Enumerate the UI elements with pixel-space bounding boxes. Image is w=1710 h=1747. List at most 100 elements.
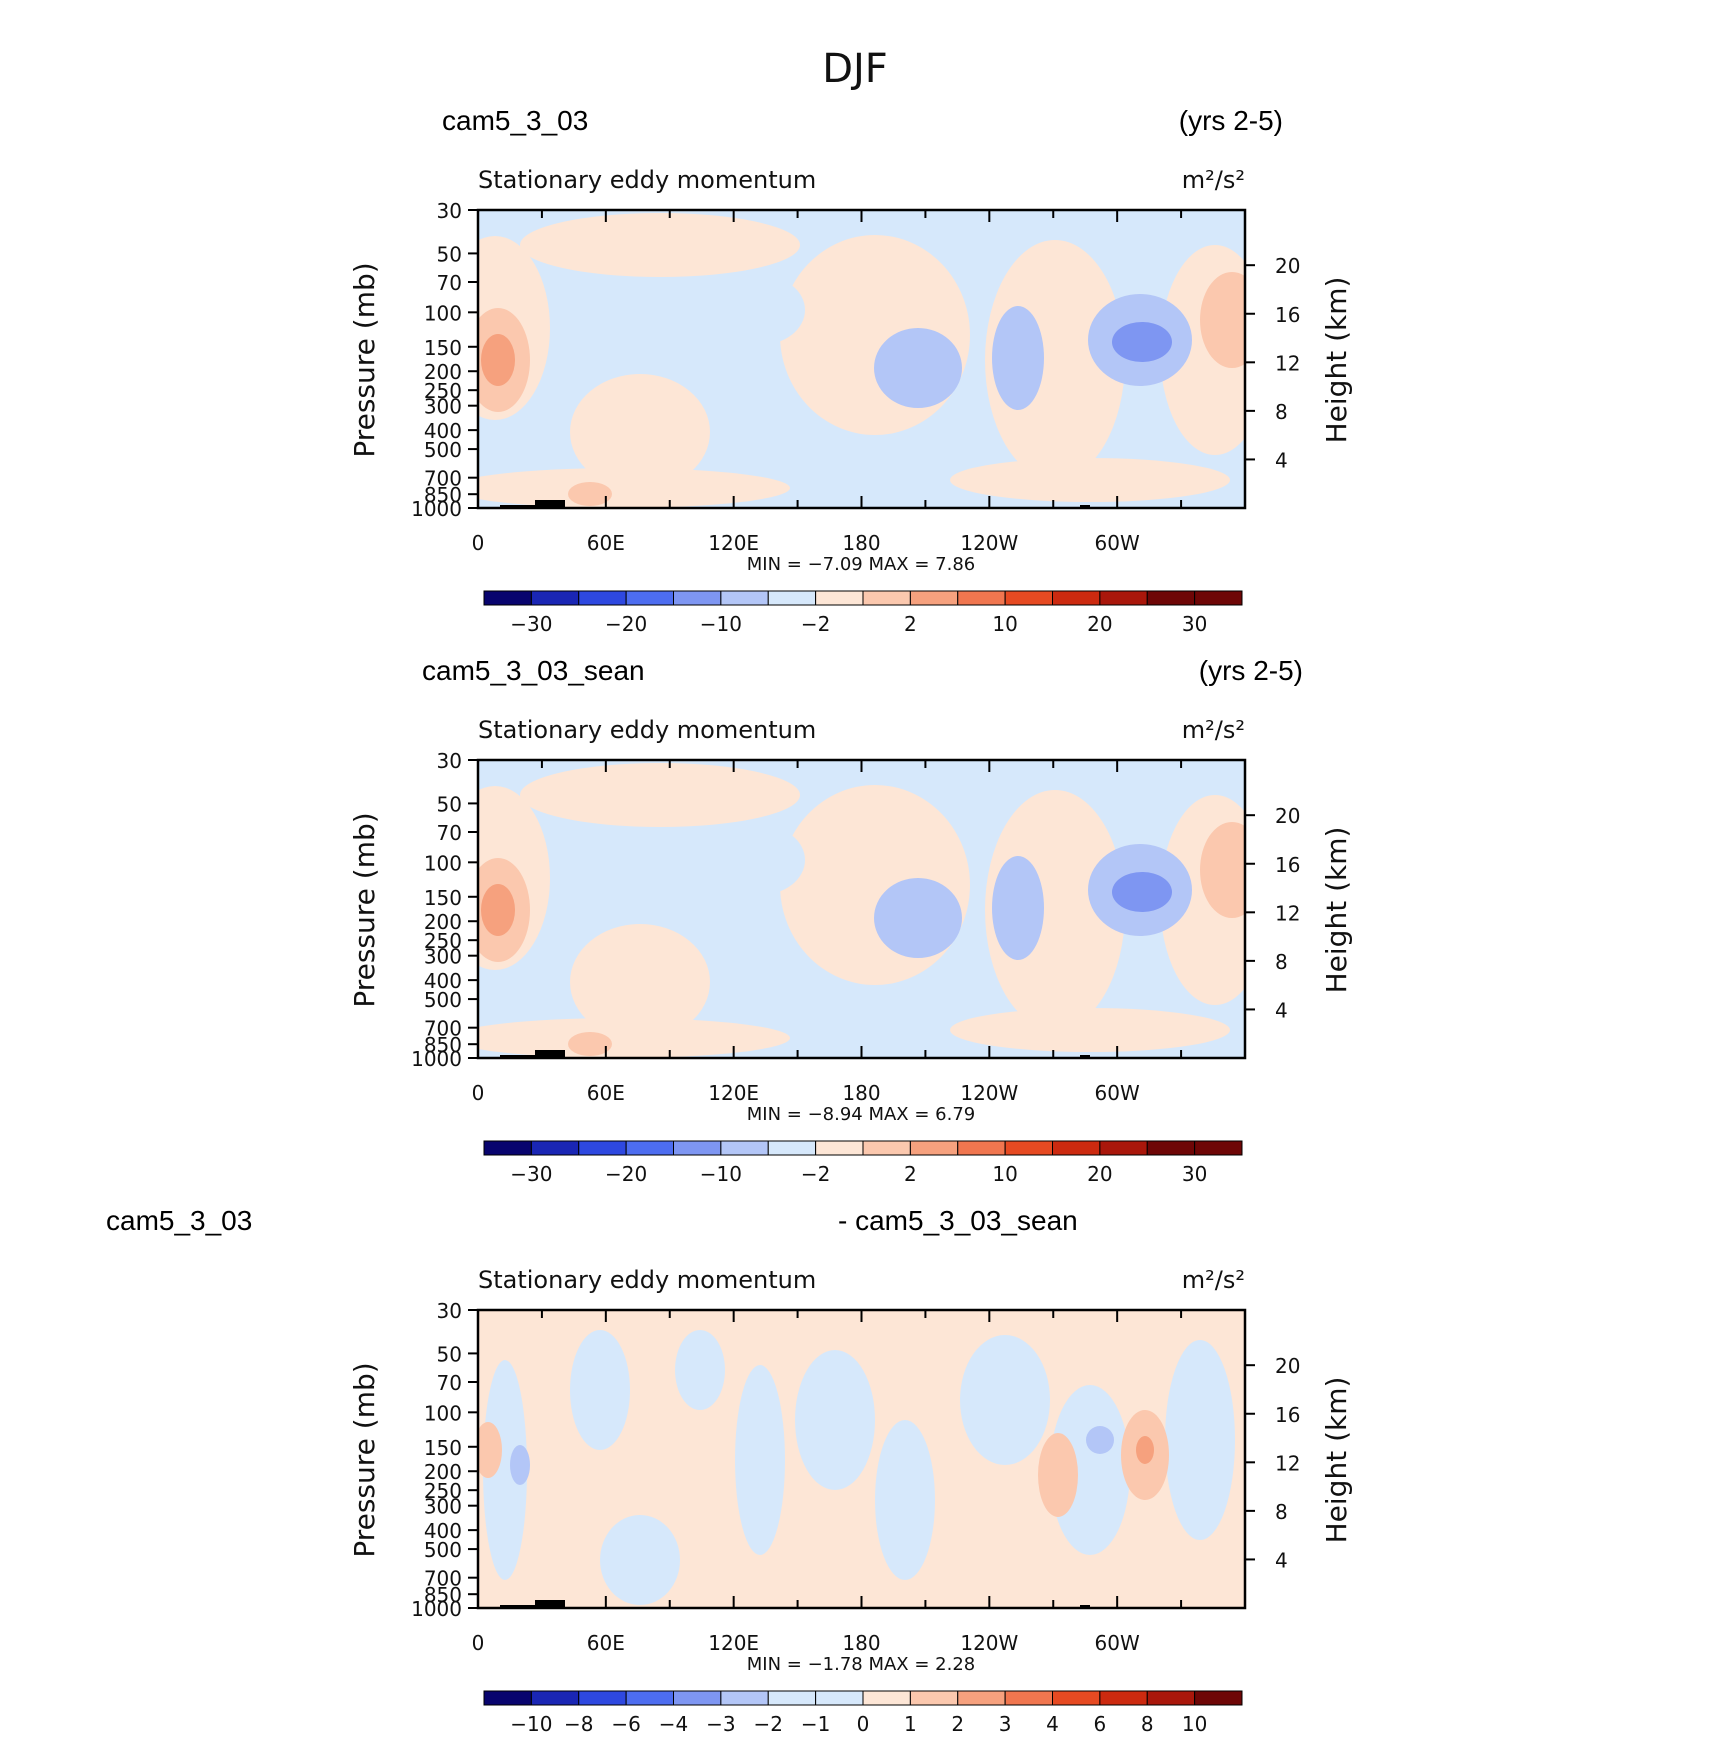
y-tick-label: 150 xyxy=(424,336,462,360)
colorbar-swatch xyxy=(1146,1140,1196,1156)
y-tick-label: 200 xyxy=(424,360,462,384)
y-tick-label: 100 xyxy=(424,301,462,325)
x-tick-label: 60W xyxy=(1095,1631,1140,1655)
warm-core-surface xyxy=(568,1032,612,1056)
y-right-tick-label: 20 xyxy=(1275,804,1300,828)
y-right-tick-label: 16 xyxy=(1275,303,1300,327)
y-tick-label: 400 xyxy=(424,419,462,443)
y-tick-label: 30 xyxy=(437,749,462,773)
y-tick-label: 700 xyxy=(424,1017,462,1041)
units-label: m²/s² xyxy=(1182,1266,1245,1294)
x-tick-label: 180 xyxy=(842,1631,880,1655)
panels: cam5_3_03 (yrs 2-5) Stationary eddy moment… xyxy=(106,105,1353,1736)
colorbar-swatch xyxy=(909,590,959,606)
x-tick-label: 0 xyxy=(472,1631,485,1655)
colorbar-label: 2 xyxy=(904,1162,917,1186)
colorbar-swatch xyxy=(1146,590,1196,606)
warm-core-edge-west xyxy=(478,1422,502,1478)
colorbar-swatch xyxy=(625,1140,674,1156)
peach-region-surface xyxy=(478,1018,790,1058)
contour-field xyxy=(478,760,1245,1058)
colorbar-swatch xyxy=(1099,590,1148,606)
y-right-tick-label: 8 xyxy=(1275,950,1288,974)
y-tick-label: 250 xyxy=(424,379,462,403)
colorbar-label: 20 xyxy=(1087,612,1112,636)
colorbar-label: −6 xyxy=(611,1712,640,1736)
colorbar-swatch xyxy=(957,1140,1006,1156)
warm-core-edge xyxy=(1200,822,1245,918)
y-right-tick-label: 16 xyxy=(1275,1403,1300,1427)
y-tick-label: 850 xyxy=(424,483,462,507)
y-tick-label: 400 xyxy=(424,1519,462,1543)
topography xyxy=(1080,1055,1090,1058)
x-tick-label: 120E xyxy=(708,531,759,555)
y-tick-label: 200 xyxy=(424,1460,462,1484)
colorbar-swatch xyxy=(673,1140,722,1156)
colorbar-swatch xyxy=(720,590,769,606)
y-right-tick-label: 12 xyxy=(1275,351,1300,375)
y-tick-label: 1000 xyxy=(411,497,462,521)
colorbar-label: 4 xyxy=(1046,1712,1059,1736)
peach-region-surface xyxy=(478,468,790,508)
panel-2: cam5_3_03_sean (yrs 2-5) Stationary eddy m… xyxy=(348,655,1353,1186)
warm-core-west-inner xyxy=(481,884,515,936)
y-tick-label: 700 xyxy=(424,467,462,491)
colorbar-label: −20 xyxy=(605,612,647,636)
y-right-tick-label: 8 xyxy=(1275,400,1288,424)
y-right-axis-label: Height (km) xyxy=(1320,1377,1353,1544)
x-tick-label: 120W xyxy=(960,531,1018,555)
topography xyxy=(1080,505,1090,508)
blue-core-b xyxy=(992,306,1044,410)
colorbar-swatch xyxy=(767,590,817,606)
min-max-label: MIN = −8.94 MAX = 6.79 xyxy=(747,1104,976,1125)
plot-title: Stationary eddy momentum xyxy=(478,166,816,194)
colorbar-label: 3 xyxy=(999,1712,1012,1736)
y-right-tick-label: 4 xyxy=(1275,998,1288,1022)
y-tick-label: 700 xyxy=(424,1567,462,1591)
peach-region-east xyxy=(985,790,1125,1030)
blue-core-a xyxy=(874,328,962,408)
blue-region-1 xyxy=(483,1360,527,1580)
colorbar-swatch xyxy=(1146,1690,1196,1706)
colorbar-swatch xyxy=(767,1140,817,1156)
y-tick-label: 30 xyxy=(437,1299,462,1323)
y-tick-label: 200 xyxy=(424,910,462,934)
y-tick-label: 250 xyxy=(424,1479,462,1503)
y-tick-label: 100 xyxy=(424,1401,462,1425)
y-right-tick-label: 20 xyxy=(1275,254,1300,278)
x-tick-label: 180 xyxy=(842,1081,880,1105)
y-tick-label: 850 xyxy=(424,1583,462,1607)
colorbar-swatch xyxy=(815,1690,864,1706)
colorbar-swatch xyxy=(1194,590,1243,606)
colorbar-swatch xyxy=(625,590,674,606)
topography xyxy=(500,1055,540,1058)
y-tick-label: 1000 xyxy=(411,1047,462,1071)
warm-core-edge xyxy=(1200,272,1245,368)
colorbar-swatch xyxy=(578,1140,627,1156)
y-axis-label: Pressure (mb) xyxy=(348,1362,381,1557)
colorbar-swatch xyxy=(1099,1140,1148,1156)
colorbar-swatch xyxy=(720,1690,769,1706)
panel-label-right: - cam5_3_03_sean xyxy=(838,1205,1078,1236)
colorbar-swatch xyxy=(530,590,580,606)
warm-core-surface xyxy=(568,482,612,506)
topography xyxy=(535,1050,565,1058)
min-max-label: MIN = −7.09 MAX = 7.86 xyxy=(747,554,976,575)
y-right-tick-label: 12 xyxy=(1275,1451,1300,1475)
panel-years: (yrs 2-5) xyxy=(1199,655,1303,686)
colorbar-label: −10 xyxy=(510,1712,552,1736)
peach-region-upper xyxy=(520,763,800,827)
colorbar-label: −2 xyxy=(801,1162,830,1186)
colorbar-label: 30 xyxy=(1182,1162,1207,1186)
y-tick-label: 250 xyxy=(424,929,462,953)
colorbar-swatch xyxy=(1004,590,1053,606)
colorbar-label: 8 xyxy=(1141,1712,1154,1736)
colorbar-swatch xyxy=(862,1690,911,1706)
topography xyxy=(535,500,565,508)
colorbar-swatch xyxy=(909,1690,959,1706)
x-tick-label: 120E xyxy=(708,1631,759,1655)
contour-field xyxy=(478,210,1245,508)
y-tick-label: 500 xyxy=(424,988,462,1012)
contour-field xyxy=(478,1310,1245,1608)
